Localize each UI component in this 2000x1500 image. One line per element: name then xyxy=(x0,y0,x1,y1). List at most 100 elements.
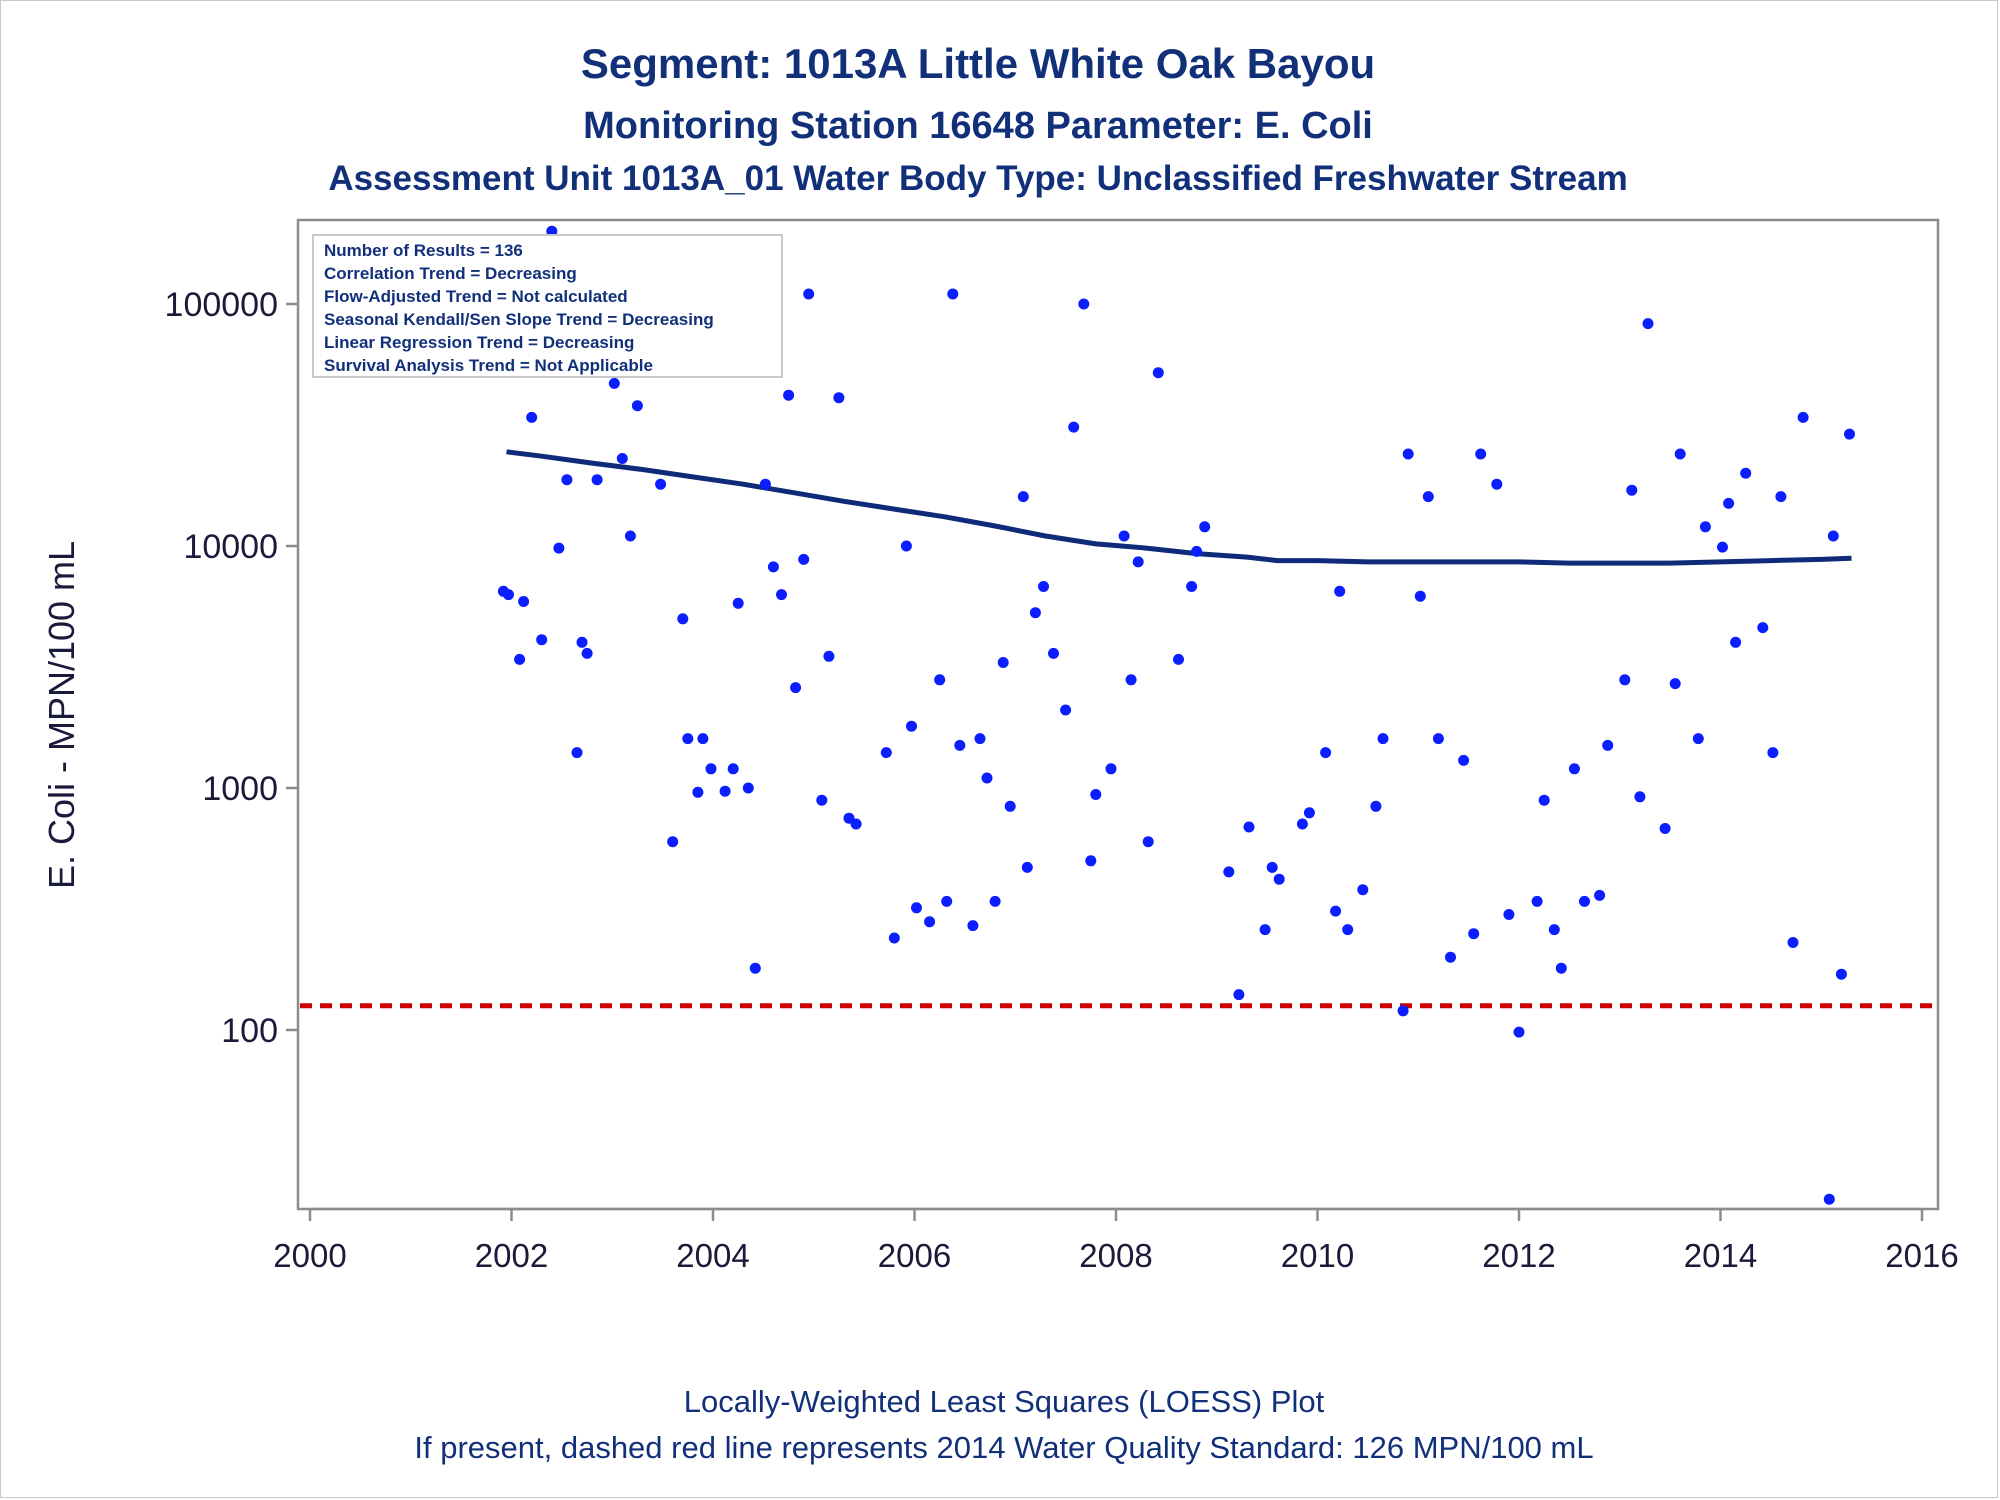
data-point xyxy=(608,377,620,389)
data-point xyxy=(719,785,731,797)
x-tick-label: 2006 xyxy=(878,1237,951,1274)
data-point xyxy=(947,288,959,300)
data-point xyxy=(1491,478,1503,490)
data-point xyxy=(906,720,917,732)
x-tick-label: 2000 xyxy=(273,1237,346,1274)
data-point xyxy=(1602,739,1614,751)
data-point xyxy=(850,818,862,830)
data-points xyxy=(497,225,1855,1205)
data-point xyxy=(1402,448,1414,460)
data-point xyxy=(1303,807,1315,819)
data-point xyxy=(1730,636,1742,648)
x-tick-label: 2010 xyxy=(1281,1237,1354,1274)
data-point xyxy=(833,392,845,404)
data-point xyxy=(1296,818,1308,830)
data-point xyxy=(546,225,558,237)
data-point xyxy=(974,733,986,745)
data-point xyxy=(727,763,739,775)
data-point xyxy=(1432,733,1444,745)
data-point xyxy=(1475,448,1487,460)
data-point xyxy=(1142,836,1154,848)
data-point xyxy=(1243,821,1255,833)
data-point xyxy=(954,739,966,751)
data-point xyxy=(1125,674,1137,686)
data-point xyxy=(1273,873,1285,885)
data-point xyxy=(997,657,1009,668)
data-point xyxy=(767,561,779,573)
data-point xyxy=(1827,530,1839,542)
y-axis: 100 1000 10000 100000 xyxy=(165,286,298,1050)
y-tick-label: 1000 xyxy=(202,770,278,808)
data-point xyxy=(667,836,679,848)
data-point xyxy=(697,733,709,745)
data-point xyxy=(526,411,538,423)
data-point xyxy=(783,389,795,401)
data-point xyxy=(1659,823,1671,834)
data-point xyxy=(911,902,922,914)
data-point xyxy=(749,962,761,974)
data-point xyxy=(1503,909,1515,920)
footnote-standard: If present, dashed red line represents 2… xyxy=(414,1430,1593,1465)
data-point xyxy=(1370,800,1382,812)
data-point xyxy=(1717,541,1728,553)
data-point xyxy=(692,786,704,798)
y-axis-label: E. Coli - MPN/100 mL xyxy=(41,541,82,889)
data-point xyxy=(514,653,526,665)
data-point xyxy=(1377,733,1389,745)
x-tick-label: 2014 xyxy=(1684,1237,1757,1274)
data-point xyxy=(1669,678,1681,690)
data-point xyxy=(1004,800,1016,812)
data-point xyxy=(1397,1005,1409,1017)
data-point xyxy=(742,782,754,794)
stats-box-frame xyxy=(312,234,783,378)
data-point xyxy=(1548,924,1560,936)
data-point xyxy=(803,288,815,300)
data-point xyxy=(1186,581,1198,592)
data-point xyxy=(1458,754,1470,766)
data-point xyxy=(624,530,636,542)
x-tick-label: 2012 xyxy=(1482,1237,1555,1274)
stats-survival: Survival Analysis Trend = Not Applicable xyxy=(324,356,653,375)
data-point xyxy=(1468,928,1480,940)
data-point xyxy=(1342,924,1354,936)
data-point xyxy=(631,400,643,412)
data-point xyxy=(1757,622,1769,634)
data-point xyxy=(1699,521,1711,533)
data-point xyxy=(705,763,717,775)
data-point xyxy=(981,772,993,784)
data-point xyxy=(1259,924,1271,936)
data-point xyxy=(1090,789,1102,800)
data-point xyxy=(1330,905,1342,917)
data-point xyxy=(1775,491,1787,503)
data-point xyxy=(1626,484,1638,496)
data-point xyxy=(518,596,530,607)
data-point xyxy=(561,474,573,486)
chart-subtitle-2: Assessment Unit 1013A_01 Water Body Type… xyxy=(328,159,1627,198)
data-point xyxy=(776,589,787,601)
data-point xyxy=(1320,747,1332,759)
x-tick-label: 2016 xyxy=(1885,1237,1958,1274)
data-point xyxy=(790,682,802,694)
chart-title: Segment: 1013A Little White Oak Bayou xyxy=(581,40,1375,87)
stats-box: Number of Results = 136 Correlation Tren… xyxy=(312,234,783,378)
data-point xyxy=(1078,298,1090,310)
data-point xyxy=(1118,530,1130,542)
data-point xyxy=(1105,763,1117,775)
stats-seasonal-kendall: Seasonal Kendall/Sen Slope Trend = Decre… xyxy=(324,310,714,329)
data-point xyxy=(1555,962,1567,974)
data-point xyxy=(1422,491,1434,503)
data-point xyxy=(1173,653,1184,665)
data-point xyxy=(1674,448,1686,460)
data-point xyxy=(1797,411,1809,423)
data-point xyxy=(1357,884,1369,896)
footnote-loess: Locally-Weighted Least Squares (LOESS) P… xyxy=(684,1384,1325,1419)
stats-results: Number of Results = 136 xyxy=(324,241,523,260)
x-axis: 2000 2002 2004 2006 2008 2010 2012 2014 2016 xyxy=(273,1207,1959,1274)
data-point xyxy=(1060,704,1072,716)
data-point xyxy=(1132,556,1144,568)
data-point xyxy=(1445,951,1456,963)
data-point xyxy=(1414,590,1426,602)
data-point xyxy=(1619,674,1631,686)
data-point xyxy=(1152,367,1164,379)
data-point xyxy=(900,540,912,552)
